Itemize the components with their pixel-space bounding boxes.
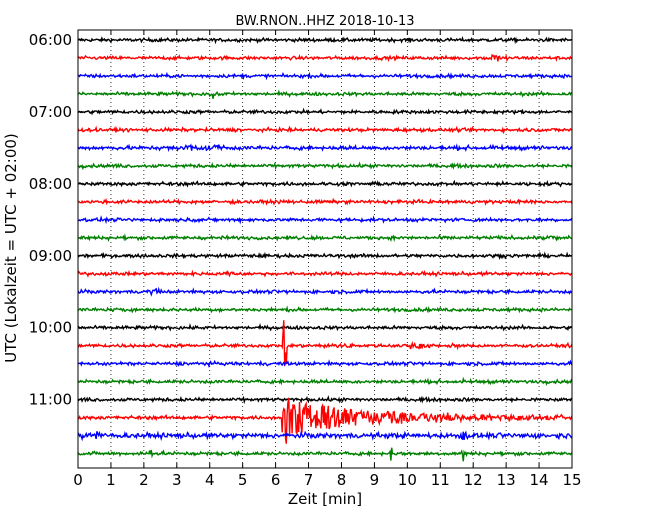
x-axis-tick-labels: 0 1 2 3 4 5 6 7 8 9 10 11 12 13 14 15: [73, 471, 581, 489]
trace-line: [78, 305, 572, 314]
plot-frame: [77, 29, 573, 469]
x-tick-label: 10: [398, 471, 417, 489]
trace-line: [78, 197, 572, 206]
x-tick-label: 5: [238, 471, 248, 489]
trace-line: [78, 269, 572, 278]
y-tick-label: 09:00: [29, 247, 72, 265]
trace-line: [78, 107, 572, 116]
gridlines: [110, 30, 540, 468]
x-tick-label: 8: [337, 471, 347, 489]
x-tick-label: 1: [106, 471, 116, 489]
y-tick-label: 11:00: [29, 391, 72, 409]
x-tick-label: 13: [497, 471, 516, 489]
trace-line: [78, 161, 572, 171]
x-tick-label: 9: [370, 471, 380, 489]
x-tick-label: 15: [562, 471, 581, 489]
y-tick-label: 07:00: [29, 103, 72, 121]
trace-line: [78, 323, 572, 332]
x-tick-label: 3: [172, 471, 182, 489]
y-tick-label: 10:00: [29, 319, 72, 337]
trace-line: [78, 359, 572, 369]
trace-line: [78, 251, 572, 261]
trace-line: [78, 71, 572, 81]
trace-line: [78, 215, 572, 225]
y-tick-label: 08:00: [29, 175, 72, 193]
trace-line: [78, 286, 572, 297]
trace-line: [78, 125, 572, 135]
x-tick-label: 2: [139, 471, 149, 489]
trace-line: [78, 89, 572, 99]
x-tick-label: 0: [73, 471, 83, 489]
y-tick-label: 06:00: [29, 31, 72, 49]
chart-title: BW.RNON..HHZ 2018-10-13: [235, 14, 414, 29]
trace-line: [78, 143, 572, 153]
x-tick-label: 7: [304, 471, 314, 489]
trace-line: [78, 320, 572, 367]
trace-line: [78, 397, 572, 444]
trace-line: [78, 430, 572, 442]
trace-line: [78, 35, 572, 45]
trace-group: [78, 35, 572, 462]
axis-ticks: [77, 30, 573, 468]
trace-line: [78, 53, 572, 63]
trace-line: [78, 179, 572, 188]
y-axis-tick-labels: 06:00 07:00 08:00 09:00 10:00 11:00: [29, 31, 72, 409]
x-tick-label: 11: [431, 471, 450, 489]
trace-line: [78, 395, 572, 405]
x-tick-label: 14: [530, 471, 549, 489]
x-tick-label: 6: [271, 471, 281, 489]
trace-line: [78, 447, 572, 462]
x-axis-label: Zeit [min]: [288, 490, 362, 508]
trace-line: [78, 233, 572, 243]
x-tick-label: 12: [464, 471, 483, 489]
y-axis-label: UTC (Lokalzeit = UTC + 02:00): [2, 133, 20, 363]
trace-line: [78, 376, 572, 387]
x-tick-label: 4: [205, 471, 215, 489]
